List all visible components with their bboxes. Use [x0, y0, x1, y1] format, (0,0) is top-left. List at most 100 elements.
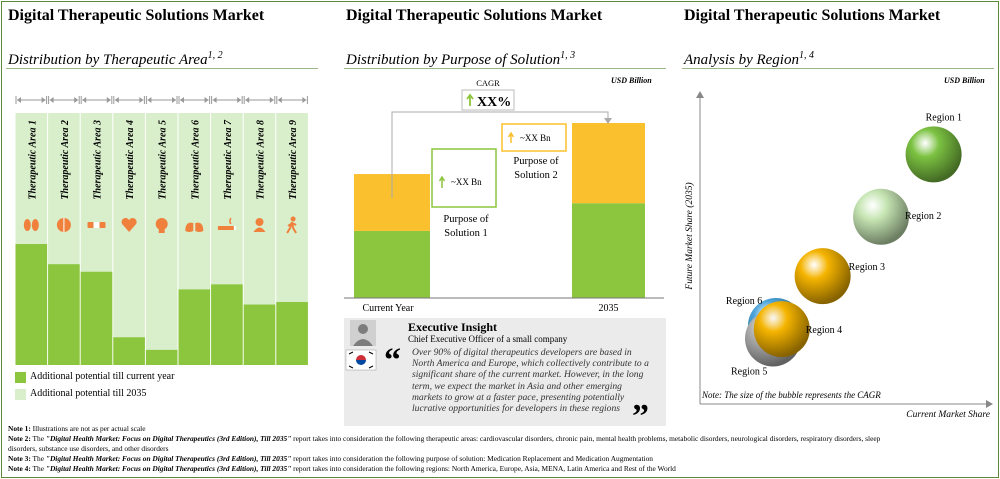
bridge-value-2: ~XX Bn — [520, 133, 551, 143]
middle-unit-label: USD Billion — [611, 76, 652, 85]
bracket-arrow — [204, 97, 209, 103]
close-quote-icon: ” — [632, 398, 649, 435]
smoke-wisp — [229, 217, 232, 225]
bar-current — [276, 302, 308, 365]
bandage-pad — [93, 222, 100, 228]
region-label: Region 3 — [849, 262, 885, 273]
region-label: Region 5 — [731, 366, 767, 377]
bracket-arrow — [269, 97, 274, 103]
bubble-size-note: Note: The size of the bubble represents … — [702, 390, 881, 400]
cigarette-shape — [217, 226, 234, 230]
bar-current — [113, 337, 145, 365]
legend-label-current: Additional potential till current year — [30, 371, 175, 382]
bracket-arrow — [139, 97, 144, 103]
bracket-arrow — [49, 97, 54, 103]
therapeutic-area-label: Therapeutic Area 5 — [158, 120, 169, 200]
right-title-rule — [682, 68, 994, 69]
bracket-arrow — [245, 97, 250, 103]
therapeutic-area-label: Therapeutic Area 9 — [288, 120, 299, 200]
bracket-arrow — [147, 97, 152, 103]
therapeutic-area-label: Therapeutic Area 2 — [60, 120, 71, 200]
bar-current — [80, 271, 113, 365]
bridge-label-2-line2: Solution 2 — [514, 170, 557, 181]
y-axis-label: Future Market Share (2035) — [684, 182, 695, 290]
bar-current — [211, 284, 243, 365]
bridge-label-1-line1: Purpose of — [443, 214, 489, 225]
neck-shape — [158, 229, 165, 233]
x-axis-arrow — [986, 400, 993, 408]
therapeutic-area-label: Therapeutic Area 4 — [125, 120, 136, 200]
footnote: Note 4: The "Digital Health Market: Focu… — [8, 464, 676, 473]
region-label: Region 2 — [905, 211, 941, 222]
lung-left — [185, 219, 194, 232]
heart-shape — [121, 217, 137, 232]
kidney-shape — [31, 219, 39, 231]
footnote: Note 1: Illustrations are not as per act… — [8, 424, 146, 433]
therapeutic-area-label: Therapeutic Area 1 — [27, 120, 38, 200]
walker-head — [290, 216, 296, 222]
bracket-arrow — [212, 97, 217, 103]
middle-title-rule — [344, 68, 666, 69]
therapeutic-area-label: Therapeutic Area 6 — [190, 120, 201, 200]
middle-panel-subtitle: Distribution by Purpose of Solution1, 3 — [346, 50, 576, 68]
bracket-arrow — [41, 97, 46, 103]
bar-current — [178, 289, 211, 365]
bubble-region-1 — [905, 126, 962, 183]
left-panel-subtitle: Distribution by Therapeutic Area1, 2 — [8, 50, 223, 68]
therapeutic-area-label: Therapeutic Area 7 — [223, 119, 234, 200]
insight-quote: Over 90% of digital therapeutics develop… — [412, 347, 649, 415]
middle-panel-title: Digital Therapeutic Solutions Market — [346, 7, 603, 24]
footnote: Note 2: The "Digital Health Market: Focu… — [8, 434, 881, 443]
lungs-icon — [185, 219, 204, 232]
stack-segment-2 — [572, 123, 645, 204]
insight-heading: Executive Insight — [408, 320, 498, 334]
cagr-connector — [391, 111, 609, 198]
legend-label-future: Additional potential till 2035 — [30, 388, 147, 399]
footnote: disorders, substance use disorders, and … — [8, 444, 169, 453]
head-shape — [155, 218, 168, 230]
cagr-value: XX% — [477, 95, 511, 110]
bracket-arrow — [237, 97, 242, 103]
stack-segment-1 — [572, 203, 645, 298]
stack-segment-1 — [354, 230, 430, 298]
bridge-value-1: ~XX Bn — [451, 177, 482, 187]
person-head — [255, 218, 264, 226]
bridge-label-1-line2: Solution 1 — [444, 228, 487, 239]
bar-current — [48, 264, 80, 365]
bridge-label-2-line1: Purpose of — [513, 156, 559, 167]
right-panel-subtitle: Analysis by Region1, 4 — [684, 50, 814, 68]
bar-current — [15, 244, 48, 365]
x-tick-label: 2035 — [599, 303, 619, 314]
bracket-arrow — [17, 97, 21, 103]
region-label: Region 4 — [806, 325, 842, 336]
lung-right — [195, 219, 204, 232]
bridge-box-2 — [501, 123, 567, 152]
legend-swatch-future — [15, 389, 26, 400]
korea-flag-icon — [345, 349, 377, 371]
bracket-arrow — [302, 97, 307, 103]
therapeutic-area-label: Therapeutic Area 8 — [256, 120, 267, 200]
bar-future — [113, 113, 145, 365]
bar-future — [145, 113, 178, 365]
footnote: Note 3: The "Digital Health Market: Focu… — [8, 454, 653, 463]
kidney-shape — [23, 219, 31, 231]
person-icon — [253, 218, 266, 232]
bracket-arrow — [277, 97, 282, 103]
right-panel-title: Digital Therapeutic Solutions Market — [684, 7, 941, 24]
up-arrow-icon — [507, 131, 515, 143]
open-quote-icon: “ — [384, 342, 401, 379]
up-arrow-icon — [438, 175, 446, 188]
bar-current — [243, 304, 276, 365]
bracket-arrow — [106, 97, 111, 103]
right-unit-label: USD Billion — [944, 76, 985, 85]
bubble-region-4 — [753, 301, 810, 358]
cagr-up-arrow-icon — [466, 93, 474, 106]
heart-icon — [121, 217, 137, 232]
region-label: Region 1 — [926, 112, 962, 123]
walking-icon — [286, 216, 297, 234]
bracket-arrow — [114, 97, 119, 103]
